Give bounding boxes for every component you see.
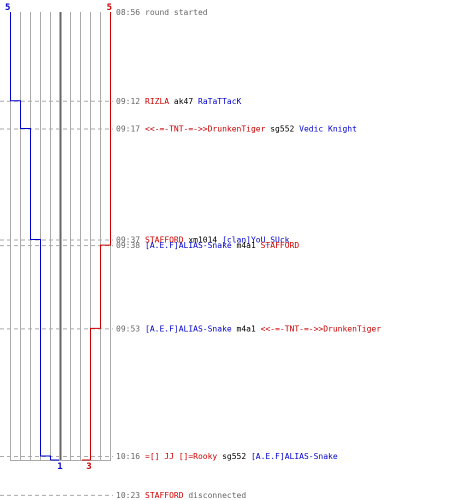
event-dash-lines xyxy=(0,100,113,496)
event-part: <<-=-TNT-=->>DrunkenTiger xyxy=(145,125,266,134)
event-part: m4a1 xyxy=(232,324,256,333)
event-part: round started xyxy=(145,8,208,17)
event-part: RIZLA xyxy=(145,97,169,106)
event-part: RaTaTTacK xyxy=(193,97,241,106)
score-labels: 5 5 1 3 xyxy=(5,3,112,472)
blue-final-score: 1 xyxy=(57,462,62,472)
red-team-line xyxy=(90,12,111,460)
event-part: xm1014 xyxy=(184,236,218,245)
grid-lines xyxy=(10,12,111,461)
event-part: [clan]YoU_SUck xyxy=(217,236,289,245)
red-final-score: 3 xyxy=(86,462,91,472)
event-part: STAFFORD xyxy=(256,241,300,250)
event-part: [A.E.F]ALIAS-Snake xyxy=(145,324,232,333)
event-message: <<-=-TNT-=->>DrunkenTiger sg552 Vedic Kn… xyxy=(145,125,357,134)
event-message: round started xyxy=(145,8,208,17)
event-part: [A.E.F]ALIAS-Snake xyxy=(145,241,232,250)
event-part: [A.E.F]ALIAS-Snake xyxy=(246,452,338,461)
event-log: 08:56 round started 09:12 RIZLA ak47 RaTaTT… xyxy=(116,8,381,500)
event-part: sg552 xyxy=(265,125,294,134)
event-time: 09:37 xyxy=(116,236,140,245)
event-time: 09:38 xyxy=(116,241,140,250)
event-message: RIZLA ak47 RaTaTTacK xyxy=(145,97,242,106)
event-time: 09:17 xyxy=(116,125,140,134)
event-time: 09:53 xyxy=(116,324,140,333)
event-part: sg552 xyxy=(217,452,246,461)
blue-start-score: 5 xyxy=(5,3,10,13)
event-message: [A.E.F]ALIAS-Snake m4a1 <<-=-TNT-=->>Dru… xyxy=(145,324,381,333)
event-message: STAFFORD disconnected xyxy=(145,491,246,500)
event-part: =[] JJ []=Rooky xyxy=(145,452,217,461)
event-time: 09:12 xyxy=(116,97,140,106)
event-part: STAFFORD xyxy=(145,236,184,245)
event-part: disconnected xyxy=(184,491,247,500)
event-part: ak47 xyxy=(169,97,193,106)
event-message: [A.E.F]ALIAS-Snake m4a1 STAFFORD xyxy=(145,241,299,250)
red-start-score: 5 xyxy=(107,3,112,13)
event-part: STAFFORD xyxy=(145,491,184,500)
event-part: Vedic Knight xyxy=(294,125,357,134)
score-series xyxy=(10,12,111,461)
event-time: 10:16 xyxy=(116,452,140,461)
event-time: 08:56 xyxy=(116,8,140,17)
event-message: =[] JJ []=Rooky sg552 [A.E.F]ALIAS-Snake xyxy=(145,452,338,461)
event-part: <<-=-TNT-=->>DrunkenTiger xyxy=(256,324,381,333)
event-time: 10:23 xyxy=(116,491,140,500)
blue-team-line xyxy=(10,12,51,460)
event-message: STAFFORD xm1014 [clan]YoU_SUck xyxy=(145,236,290,245)
event-part: m4a1 xyxy=(232,241,256,250)
